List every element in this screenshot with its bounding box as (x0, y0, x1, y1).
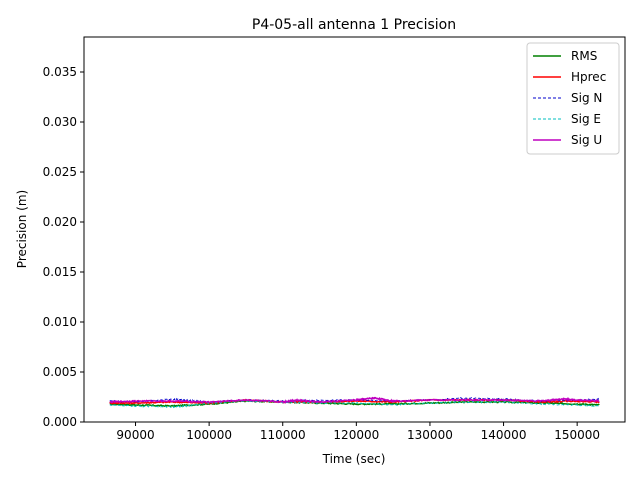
x-tick-label: 110000 (260, 428, 306, 442)
y-tick-label: 0.025 (43, 165, 77, 179)
x-tick-label: 100000 (186, 428, 232, 442)
x-tick-label: 150000 (554, 428, 600, 442)
y-tick-label: 0.030 (43, 115, 77, 129)
x-axis-label: Time (sec) (322, 452, 386, 466)
legend-label: Sig N (571, 91, 602, 105)
y-axis: 0.000 0.005 0.010 0.015 0.020 0.025 0.030 0.035 (43, 65, 84, 429)
x-tick-label: 140000 (481, 428, 527, 442)
series-line-sig-u (109, 396, 600, 404)
legend: RMS Hprec Sig N Sig E Sig U (526, 42, 620, 155)
plot-series-group (109, 396, 600, 409)
legend-label: Hprec (571, 70, 606, 84)
y-tick-label: 0.005 (43, 365, 77, 379)
x-tick-label: 120000 (333, 428, 379, 442)
x-tick-label: 90000 (116, 428, 154, 442)
series-line-sig-e (109, 399, 600, 409)
legend-label: Sig U (571, 133, 602, 147)
series-line-sig-n (109, 396, 600, 404)
y-axis-label: Precision (m) (15, 190, 29, 268)
legend-label: RMS (571, 49, 597, 63)
y-tick-label: 0.000 (43, 415, 77, 429)
y-tick-label: 0.010 (43, 315, 77, 329)
chart-title: P4-05-all antenna 1 Precision (252, 17, 456, 33)
legend-box (526, 42, 620, 155)
y-tick-label: 0.035 (43, 65, 77, 79)
y-tick-label: 0.015 (43, 265, 77, 279)
x-tick-label: 130000 (407, 428, 453, 442)
x-axis: 90000 100000 110000 120000 130000 140000 15000… (116, 422, 600, 442)
plot-frame (83, 36, 626, 423)
y-tick-label: 0.020 (43, 215, 77, 229)
legend-label: Sig E (571, 112, 601, 126)
